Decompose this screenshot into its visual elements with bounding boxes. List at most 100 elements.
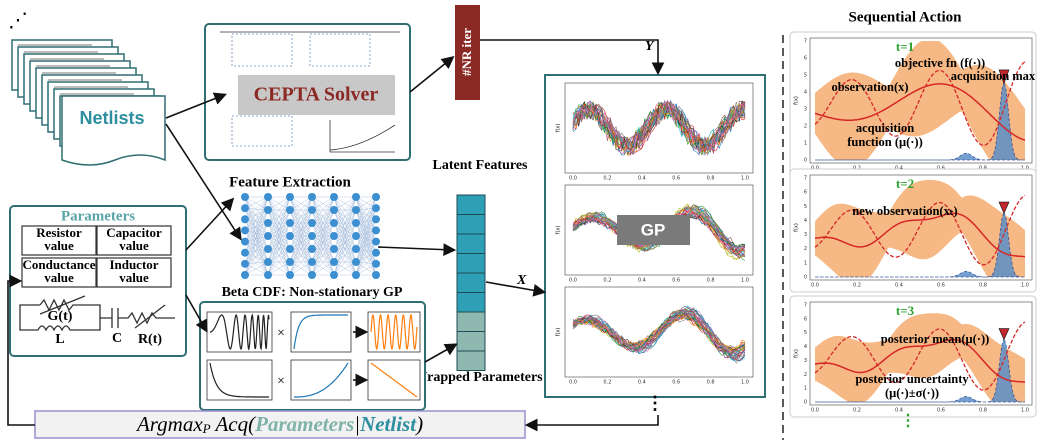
latent-cell: [457, 351, 485, 371]
gp-x-tick: 1.0: [741, 176, 749, 182]
latent-cell: [457, 195, 485, 215]
nn-node: [241, 260, 249, 268]
nn-node: [352, 232, 360, 240]
nr-iter-label: #NR iter: [459, 28, 474, 76]
nn-node: [264, 206, 272, 214]
nn-node: [372, 215, 380, 223]
nn-node: [308, 193, 316, 201]
seq-x-tick: 0.0: [811, 408, 819, 414]
seq-y-tick: 2: [804, 246, 807, 252]
dots: ⋰: [8, 10, 28, 32]
nn-node: [352, 245, 360, 253]
seq-y-tick: 2: [804, 372, 807, 378]
seq-y-tick: 7: [804, 176, 807, 182]
latent-cell: [457, 273, 485, 293]
sequential-panels: 012345670.00.20.40.60.81.0f(x)t=1objecti…: [790, 32, 1036, 417]
annotation: posterior mean(μ(·)): [881, 332, 990, 346]
nn-node: [352, 271, 360, 279]
gp-label: GP: [641, 220, 666, 239]
nn-node: [264, 258, 272, 266]
seq-y-tick: 1: [804, 386, 807, 392]
latent-features-text: Latent Features: [433, 158, 529, 173]
parameter-text: value: [119, 238, 149, 253]
feature-extraction-label: Feature Extraction: [229, 174, 351, 190]
seq-y-tick: 1: [804, 141, 807, 147]
gp-x-tick: 0.4: [638, 176, 646, 182]
seq-y-tick: 2: [804, 124, 807, 130]
wrapped-parameters-label: Wrapped Parameters: [413, 370, 543, 385]
seq-y-tick: 5: [804, 204, 807, 210]
latent-cell: [457, 234, 485, 254]
seq-y-tick: 4: [804, 218, 807, 224]
seq-y-tick: 5: [804, 73, 807, 79]
seq-y-tick: 4: [804, 344, 807, 350]
parameter-text: value: [44, 270, 74, 285]
acq-prefix: Argmax: [135, 412, 203, 436]
seq-y-label: f(x): [794, 223, 800, 232]
acq-params: Parameters: [254, 412, 354, 436]
nn-node: [372, 226, 380, 234]
nn-node: [352, 206, 360, 214]
sequential-title: Sequential Action: [849, 9, 963, 25]
nn-node: [330, 193, 338, 201]
circuit-label: C: [112, 331, 122, 346]
circuit-label: R(t): [138, 332, 162, 347]
acquisition-formula: ArgmaxP Acq(Parameters|Netlist): [135, 412, 423, 436]
seq-y-tick: 0: [804, 158, 807, 164]
nn-node: [286, 245, 294, 253]
seq-y-tick: 0: [804, 275, 807, 281]
nn-node: [241, 204, 249, 212]
nn-node: [352, 219, 360, 227]
seq-y-tick: 6: [804, 316, 807, 322]
beta-axes: [291, 360, 351, 400]
latent-cell: [457, 254, 485, 274]
seq-y-tick: 3: [804, 107, 807, 113]
gp-y-label: f(x): [556, 328, 562, 337]
step-label: t=1: [896, 39, 914, 54]
annotation: observation(x): [831, 80, 908, 94]
nn-node: [372, 193, 380, 201]
beta-operator: ×: [277, 326, 285, 341]
gp-x-tick: 0.8: [707, 380, 715, 386]
neural-net: [241, 193, 380, 279]
step-label: t=3: [896, 303, 915, 318]
gp-x-tick: 0.6: [672, 176, 680, 182]
seq-x-tick: 0.0: [811, 283, 819, 289]
seq-y-tick: 7: [804, 39, 807, 45]
seq-y-tick: 4: [804, 90, 807, 96]
netlist-front: [62, 96, 165, 165]
sequential-more: ⋮: [900, 413, 916, 430]
diagram: ⋰ Netlists CEPTA Solver #NR iter Y Featu…: [0, 0, 1039, 442]
nn-node: [286, 271, 294, 279]
nn-node: [372, 260, 380, 268]
seq-y-tick: 1: [804, 260, 807, 266]
seq-x-tick: 0.4: [895, 283, 903, 289]
annotation: (μ(·)±σ(·)): [885, 386, 939, 400]
latent-cell: [457, 293, 485, 313]
seq-x-tick: 1.0: [1021, 408, 1029, 414]
nn-node: [264, 219, 272, 227]
annotation: acquisition: [856, 121, 914, 135]
gp-x-tick: 0.6: [672, 278, 680, 284]
y-label: Y: [645, 39, 655, 54]
beta-operator: ×: [277, 374, 285, 389]
latent-column: [457, 195, 485, 371]
seq-x-tick: 0.2: [853, 283, 861, 289]
seq-y-tick: 6: [804, 190, 807, 196]
nn-node: [286, 258, 294, 266]
seq-y-tick: 5: [804, 330, 807, 336]
nn-node: [308, 232, 316, 240]
gp-x-tick: 0.4: [638, 278, 646, 284]
nn-node: [264, 232, 272, 240]
beta-axes: [291, 312, 351, 352]
latent-cell: [457, 312, 485, 332]
seq-x-tick: 0.8: [979, 283, 987, 289]
netlists-label: Netlists: [79, 108, 144, 128]
seq-x-tick: 0.6: [937, 408, 945, 414]
gp-y-label: f(x): [556, 124, 562, 133]
nn-node: [241, 271, 249, 279]
nn-node: [330, 271, 338, 279]
beta-title: Beta CDF: Non-stationary GP: [222, 285, 403, 300]
annotation: function (μ(·)): [847, 135, 922, 149]
gp-x-tick: 0.2: [603, 176, 611, 182]
